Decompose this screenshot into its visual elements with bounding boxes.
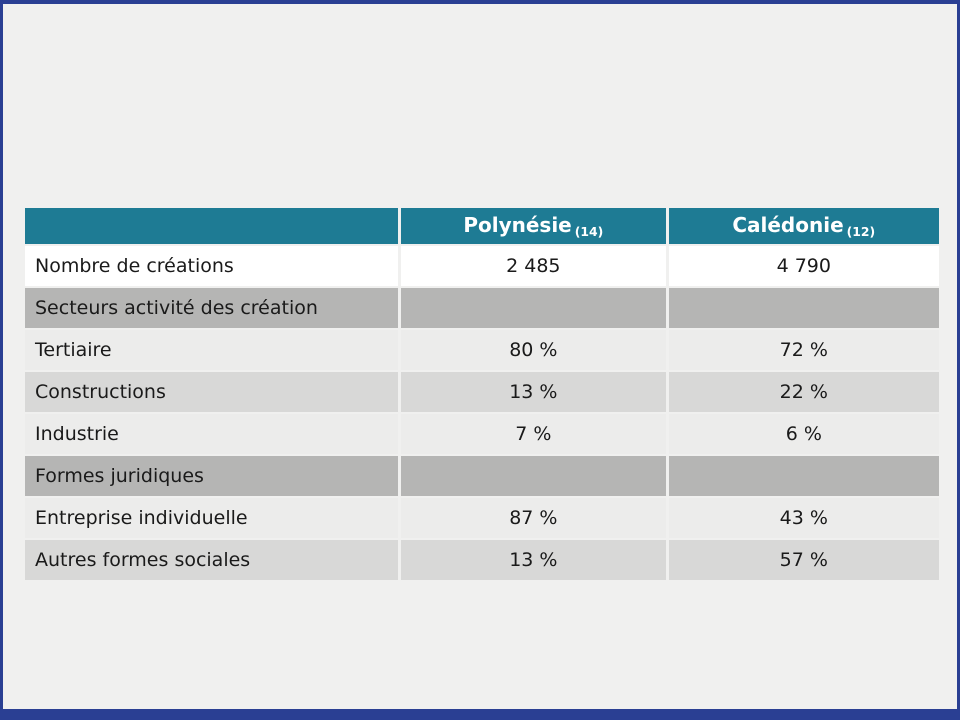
header-caledonie-cell: Calédonie (12) [668, 208, 939, 244]
table-row-constructions: Constructions 13 % 22 % [25, 372, 939, 412]
caledonie-value: 6 % [668, 414, 939, 454]
table-row-industrie: Industrie 7 % 6 % [25, 414, 939, 454]
header-polynesie-label: Polynésie [463, 213, 572, 238]
comparison-table: Polynésie (14) Calédonie (12) Nombre de cr… [22, 206, 942, 582]
caledonie-value [668, 456, 939, 496]
polynesie-value [401, 288, 666, 328]
section-label: Secteurs activité des création [25, 288, 399, 328]
table-row-tertiaire: Tertiaire 80 % 72 % [25, 330, 939, 370]
table-section-formes-juridiques: Formes juridiques [25, 456, 939, 496]
header-caledonie-footnote: (12) [846, 223, 876, 239]
row-label: Autres formes sociales [25, 540, 399, 580]
table-header-row: Polynésie (14) Calédonie (12) [25, 208, 939, 244]
section-label: Formes juridiques [25, 456, 399, 496]
row-label: Nombre de créations [25, 246, 399, 286]
table-section-secteurs: Secteurs activité des création [25, 288, 939, 328]
polynesie-value [401, 456, 666, 496]
header-empty-cell [25, 208, 399, 244]
table-row-autres-formes-sociales: Autres formes sociales 13 % 57 % [25, 540, 939, 580]
polynesie-value: 80 % [401, 330, 666, 370]
row-label: Constructions [25, 372, 399, 412]
caledonie-value: 57 % [668, 540, 939, 580]
caledonie-value: 72 % [668, 330, 939, 370]
polynesie-value: 87 % [401, 498, 666, 538]
header-polynesie-footnote: (14) [574, 223, 604, 239]
row-label: Tertiaire [25, 330, 399, 370]
table-row-entreprise-individuelle: Entreprise individuelle 87 % 43 % [25, 498, 939, 538]
table-row-nombre-creations: Nombre de créations 2 485 4 790 [25, 246, 939, 286]
polynesie-value: 2 485 [401, 246, 666, 286]
caledonie-value: 4 790 [668, 246, 939, 286]
polynesie-value: 13 % [401, 372, 666, 412]
row-label: Industrie [25, 414, 399, 454]
header-caledonie-label: Calédonie [732, 213, 844, 238]
caledonie-value [668, 288, 939, 328]
caledonie-value: 22 % [668, 372, 939, 412]
header-polynesie-cell: Polynésie (14) [401, 208, 666, 244]
caledonie-value: 43 % [668, 498, 939, 538]
polynesie-value: 13 % [401, 540, 666, 580]
polynesie-value: 7 % [401, 414, 666, 454]
row-label: Entreprise individuelle [25, 498, 399, 538]
